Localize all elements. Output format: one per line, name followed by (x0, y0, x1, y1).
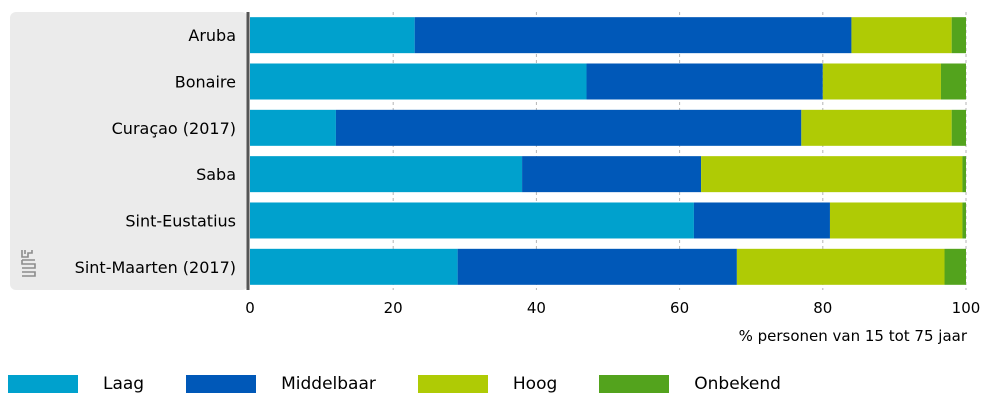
category-label: Curaçao (2017) (112, 119, 236, 138)
bar-segment (822, 63, 941, 100)
legend: Laag Middelbaar Hoog Onbekend (8, 372, 823, 396)
bar-segment (829, 202, 963, 239)
x-axis-title: % personen van 15 tot 75 jaar (739, 327, 968, 345)
bars (250, 17, 966, 285)
bar-segment (693, 202, 830, 239)
legend-swatch (417, 375, 488, 393)
legend-label: Middelbaar (281, 374, 376, 394)
x-tick-label: 40 (527, 299, 546, 317)
legend-item: Onbekend (599, 374, 781, 394)
bar-segment (736, 248, 945, 285)
bar-segment (951, 17, 966, 54)
bar-segment (944, 248, 966, 285)
x-tick-label: 60 (670, 299, 689, 317)
category-label: Sint-Maarten (2017) (75, 258, 236, 277)
bar-segment (522, 156, 702, 193)
bar-segment (250, 202, 694, 239)
bar-segment (250, 63, 587, 100)
bar-segment (250, 248, 458, 285)
x-tick-labels: 0 20 40 60 80 100 (245, 299, 980, 317)
legend-label: Laag (103, 374, 145, 394)
category-panel-background (10, 12, 248, 290)
x-tick-label: 0 (245, 299, 255, 317)
bar-segment (250, 109, 336, 146)
bar-segment (851, 17, 952, 54)
legend-item: Laag (8, 374, 144, 394)
bar-segment (414, 17, 852, 54)
x-tick-label: 100 (952, 299, 981, 317)
bar-segment (335, 109, 802, 146)
bar-segment (250, 17, 415, 54)
category-label: Bonaire (175, 72, 236, 91)
gridlines (392, 12, 967, 290)
bar-segment (250, 156, 523, 193)
bar-segment (951, 109, 966, 146)
bar-segment (962, 202, 966, 239)
stacked-bar-chart: Aruba Bonaire Curaçao (2017) Saba Sint-Eusta… (10, 12, 980, 345)
bar-segment (457, 248, 737, 285)
x-tick-label: 80 (813, 299, 832, 317)
category-label: Saba (196, 165, 236, 184)
category-labels: Aruba Bonaire Curaçao (2017) Saba Sint-Eusta… (75, 26, 236, 277)
legend-swatch (8, 375, 78, 393)
bar-segment (586, 63, 823, 100)
legend-label: Hoog (512, 374, 558, 394)
x-tick-label: 20 (384, 299, 403, 317)
category-label: Aruba (188, 26, 236, 45)
legend-item: Middelbaar (186, 374, 376, 394)
legend-swatch (186, 375, 257, 393)
legend-item: Hoog (417, 374, 558, 394)
legend-swatch (599, 375, 670, 393)
bar-segment (701, 156, 963, 193)
legend-label: Onbekend (694, 374, 781, 394)
bar-segment (940, 63, 966, 100)
bar-segment (962, 156, 966, 193)
category-label: Sint-Eustatius (125, 211, 236, 230)
cbs-logo-icon (21, 250, 36, 277)
bar-segment (801, 109, 952, 146)
